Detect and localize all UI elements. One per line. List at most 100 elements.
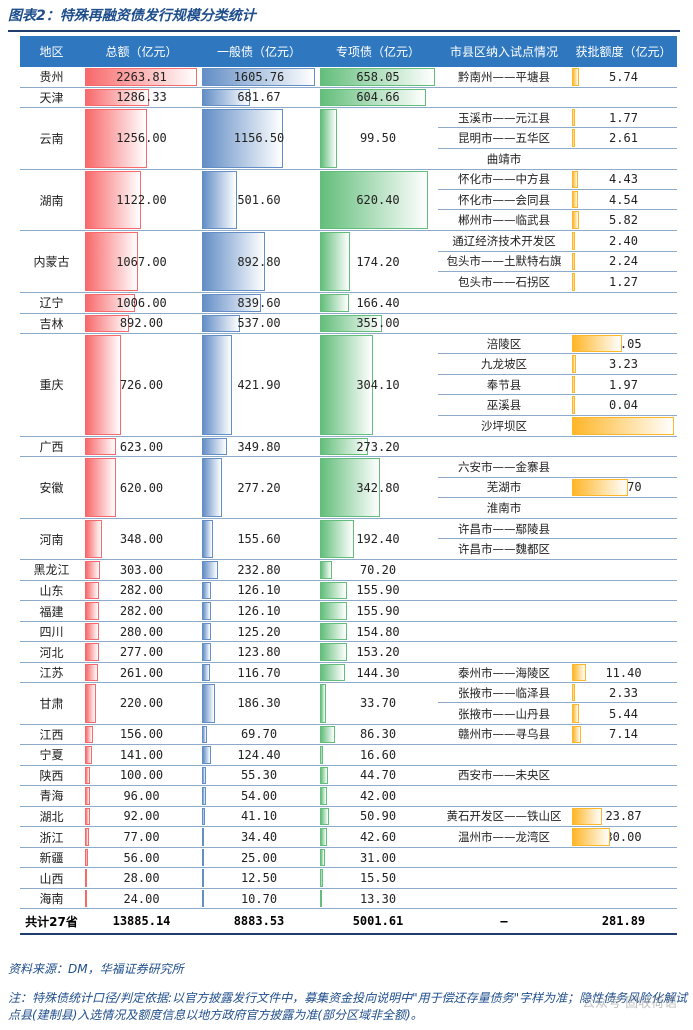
general-cell-bar — [202, 746, 211, 764]
total-cell-bar — [85, 581, 99, 600]
special-cell: 70.20 — [318, 560, 438, 580]
special-cell-bar — [320, 663, 346, 682]
approved-bar — [572, 335, 623, 353]
general-cell-bar — [202, 869, 204, 887]
pilot-place: 张掖市——临泽县 — [458, 685, 550, 700]
special-cell-value: 15.50 — [359, 871, 397, 886]
region-cell: 山东 — [39, 583, 64, 598]
general-cell-value: 116.70 — [237, 665, 281, 680]
approved-bar — [572, 232, 576, 250]
pilot-list — [438, 868, 677, 888]
general-cell-bar — [202, 109, 284, 168]
pilot-place: 玉溪市——元江县 — [458, 110, 550, 125]
special-cell: 42.00 — [318, 786, 438, 806]
pilot-item: 六安市——金寨县 — [438, 457, 677, 478]
approved-value: 11.40 — [605, 665, 642, 680]
special-cell: 174.20 — [318, 231, 438, 292]
approved-bar — [572, 807, 603, 826]
pilot-list — [438, 437, 677, 457]
approved-amount — [570, 622, 677, 642]
approved-amount: 44.70 — [570, 478, 677, 497]
total-cell-bar — [85, 437, 116, 456]
approved-amount: 5.74 — [570, 67, 677, 87]
pilot-item: 赣州市——寻乌县 7.14 — [438, 725, 677, 745]
pilot-list: 许昌市——鄢陵县 许昌市——魏都区 — [438, 519, 677, 559]
header-total: 总额（亿元） — [105, 45, 178, 59]
pilot-place — [438, 786, 570, 806]
statistics-table: 地区 总额（亿元） 一般债（亿元） 专项债（亿元） 市县区纳入试点情况 获批额度… — [20, 36, 677, 936]
pilot-item: 涪陵区 40.05 — [438, 334, 677, 355]
general-cell-bar — [202, 437, 227, 456]
total-cell-bar — [85, 828, 89, 846]
special-cell: 31.00 — [318, 848, 438, 868]
total-cell-bar — [85, 68, 197, 86]
table-row: 河北 277.00 123.80 153.20 — [20, 642, 677, 663]
special-cell: 273.20 — [318, 437, 438, 457]
total-cell-bar — [85, 725, 93, 744]
total-cell: 726.00 — [83, 334, 200, 436]
approved-amount — [570, 88, 677, 108]
general-cell: 41.10 — [200, 807, 318, 827]
pilot-item: 许昌市——魏都区 — [438, 539, 677, 559]
general-cell: 232.80 — [200, 560, 318, 580]
special-cell-value: 31.00 — [359, 850, 397, 865]
table-row: 河南 348.00 155.60 192.40 许昌市——鄢陵县 许昌市——魏都区 — [20, 519, 677, 561]
special-cell: 153.20 — [318, 642, 438, 662]
table-row: 江苏 261.00 116.70 144.30 泰州市——海陵区 11.40 — [20, 663, 677, 684]
region-cell: 广西 — [39, 440, 64, 455]
pilot-place: 怀化市——中方县 — [458, 172, 550, 187]
pilot-item — [438, 601, 677, 621]
special-cell-bar — [320, 746, 323, 764]
general-cell-bar — [202, 663, 211, 682]
pilot-place: 六安市——金寨县 — [458, 460, 550, 475]
region-cell: 安徽 — [39, 481, 64, 496]
special-cell-bar — [320, 294, 350, 312]
approved-bar — [572, 109, 575, 127]
special-cell-value: 16.60 — [359, 747, 397, 762]
approved-bar — [572, 272, 575, 292]
pilot-list: 玉溪市——元江县 1.77 昆明市——五华区 2.61 曲靖市 — [438, 108, 677, 169]
special-cell: 44.70 — [318, 766, 438, 786]
special-cell-bar — [320, 335, 374, 435]
pilot-item: 郴州市——临武县 5.82 — [438, 210, 677, 230]
header-special: 专项债（亿元） — [335, 45, 420, 59]
total-cell: 1006.00 — [83, 293, 200, 313]
approved-bar — [572, 375, 575, 394]
pilot-place — [438, 889, 570, 909]
approved-amount — [570, 601, 677, 621]
approved-amount: 30.00 — [570, 827, 677, 847]
approved-bar — [572, 725, 581, 744]
pilot-place: 许昌市——鄢陵县 — [458, 521, 550, 536]
approved-bar — [572, 190, 578, 209]
approved-amount — [570, 293, 677, 313]
approved-value: 1.27 — [609, 274, 638, 289]
region-cell: 河南 — [39, 532, 64, 547]
total-cell-bar — [85, 170, 141, 230]
pilot-item: 黔南州——平塘县 5.74 — [438, 67, 677, 87]
total-cell-bar — [85, 109, 148, 168]
pilot-list — [438, 560, 677, 580]
totals-pilot: – — [500, 914, 508, 929]
approved-amount — [570, 786, 677, 806]
total-cell-bar — [85, 520, 103, 559]
special-cell-value: 273.20 — [356, 439, 400, 454]
approved-amount: 3.23 — [570, 354, 677, 373]
pilot-list — [438, 581, 677, 601]
pilot-list: 通辽经济技术开发区 2.40 包头市——土默特右旗 2.24 包头市——石拐区 1.27 — [438, 231, 677, 292]
special-cell-bar — [320, 828, 328, 846]
approved-amount — [570, 314, 677, 334]
general-cell: 34.40 — [200, 827, 318, 847]
pilot-item — [438, 560, 677, 580]
pilot-list: 怀化市——中方县 4.43 怀化市——会同县 4.54 郴州市——临武县 5.82 — [438, 170, 677, 231]
approved-amount: 2.61 — [570, 128, 677, 147]
approved-amount — [570, 581, 677, 601]
general-cell-bar — [202, 68, 315, 86]
totals-special: 5001.61 — [352, 914, 404, 929]
approved-value: 23.87 — [605, 809, 642, 824]
general-cell: 126.10 — [200, 581, 318, 601]
pilot-place: 许昌市——魏都区 — [458, 542, 550, 557]
pilot-item: 曲靖市 — [438, 149, 677, 169]
total-cell-value: 141.00 — [119, 747, 164, 762]
total-cell-value: 620.00 — [119, 480, 164, 495]
general-cell-value: 1156.50 — [233, 131, 285, 146]
